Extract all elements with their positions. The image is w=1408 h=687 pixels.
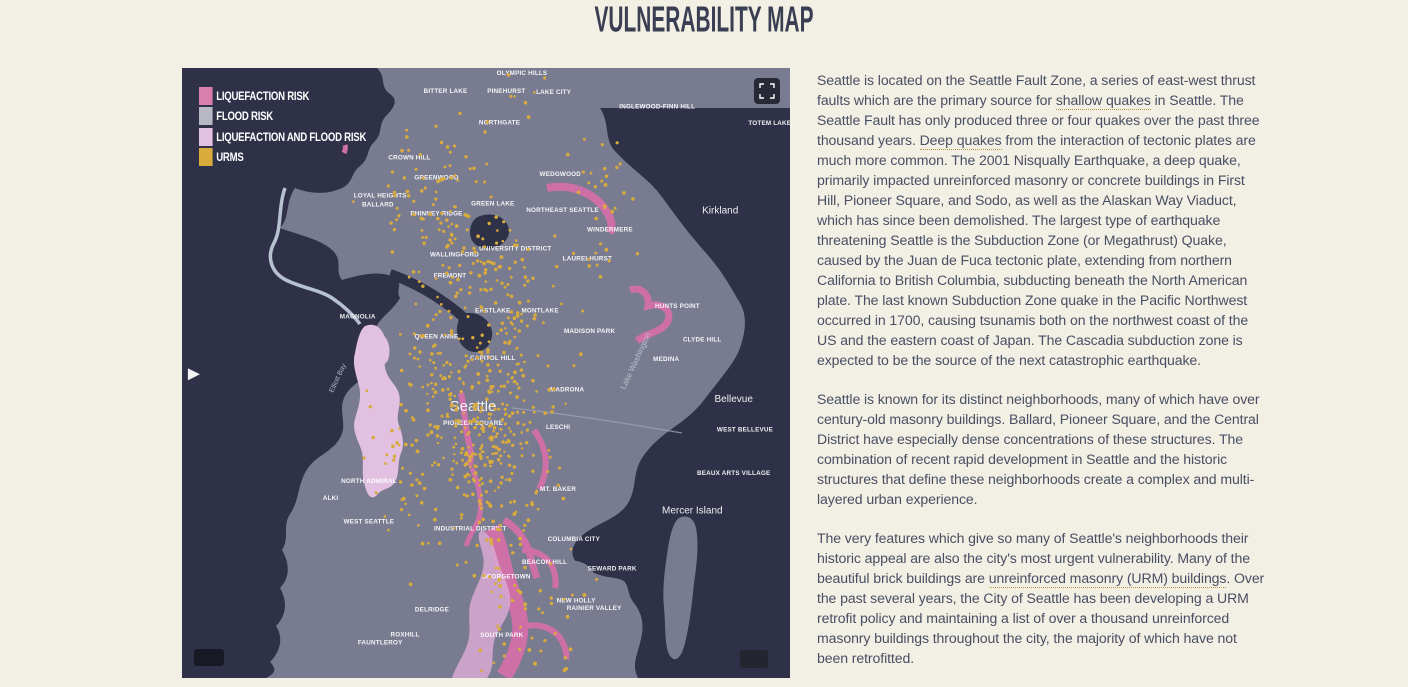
svg-text:Mercer Island: Mercer Island [662,505,723,516]
svg-text:BITTER LAKE: BITTER LAKE [424,88,468,95]
svg-text:WEDGWOOD: WEDGWOOD [540,171,582,178]
svg-text:LAKE CITY: LAKE CITY [536,89,572,96]
svg-text:PHINNEY RIDGE: PHINNEY RIDGE [410,210,462,217]
svg-text:BEAUX ARTS VILLAGE: BEAUX ARTS VILLAGE [697,470,770,477]
svg-text:MT. BAKER: MT. BAKER [540,486,576,493]
svg-text:MONTLAKE: MONTLAKE [521,308,558,315]
svg-text:TOTEM LAKE: TOTEM LAKE [748,120,790,127]
svg-text:HUNTS POINT: HUNTS POINT [655,303,700,310]
svg-text:RAINIER VALLEY: RAINIER VALLEY [567,605,622,612]
svg-text:PINEHURST: PINEHURST [487,88,525,95]
svg-text:NORTH ADMIRAL: NORTH ADMIRAL [341,478,397,485]
svg-text:WINDERMERE: WINDERMERE [587,227,633,234]
svg-text:LESCHI: LESCHI [546,424,570,431]
svg-text:SOUTH PARK: SOUTH PARK [480,632,523,639]
svg-text:DELRIDGE: DELRIDGE [415,607,449,614]
svg-text:OLYMPIC HILLS: OLYMPIC HILLS [497,70,548,77]
svg-text:CROWN HILL: CROWN HILL [388,154,430,161]
svg-text:FAUNTLEROY: FAUNTLEROY [358,639,403,646]
svg-text:INGLEWOOD-FINN HILL: INGLEWOOD-FINN HILL [619,104,695,111]
svg-text:WEST SEATTLE: WEST SEATTLE [344,519,395,526]
svg-text:Kirkland: Kirkland [702,206,738,217]
svg-text:FREMONT: FREMONT [434,273,467,280]
svg-text:PIONEER SQUARE: PIONEER SQUARE [443,420,503,427]
svg-text:MEDINA: MEDINA [653,356,679,363]
svg-text:NEW HOLLY: NEW HOLLY [557,598,597,605]
svg-text:WEST BELLEVUE: WEST BELLEVUE [717,426,773,433]
svg-text:NORTHEAST SEATTLE: NORTHEAST SEATTLE [526,207,599,214]
svg-text:EASTLAKE: EASTLAKE [475,308,511,315]
svg-text:CLYDE HILL: CLYDE HILL [683,336,722,343]
svg-text:COLUMBIA CITY: COLUMBIA CITY [548,536,601,543]
svg-text:INDUSTRIAL DISTRICT: INDUSTRIAL DISTRICT [434,525,507,532]
svg-text:ROXHILL: ROXHILL [390,631,419,638]
svg-text:BEACON HILL: BEACON HILL [522,559,567,566]
svg-text:MADISON PARK: MADISON PARK [564,328,616,335]
svg-text:GREEN LAKE: GREEN LAKE [471,200,514,207]
svg-text:Bellevue: Bellevue [715,394,754,405]
svg-text:BALLARD: BALLARD [362,202,394,209]
svg-text:MAGNOLIA: MAGNOLIA [340,314,376,321]
svg-text:SEWARD PARK: SEWARD PARK [588,566,637,573]
svg-text:NORTHGATE: NORTHGATE [479,119,520,126]
svg-text:ALKI: ALKI [323,495,339,502]
svg-text:LOYAL HEIGHTS: LOYAL HEIGHTS [354,193,407,200]
svg-text:WALLINGFORD: WALLINGFORD [430,251,479,258]
